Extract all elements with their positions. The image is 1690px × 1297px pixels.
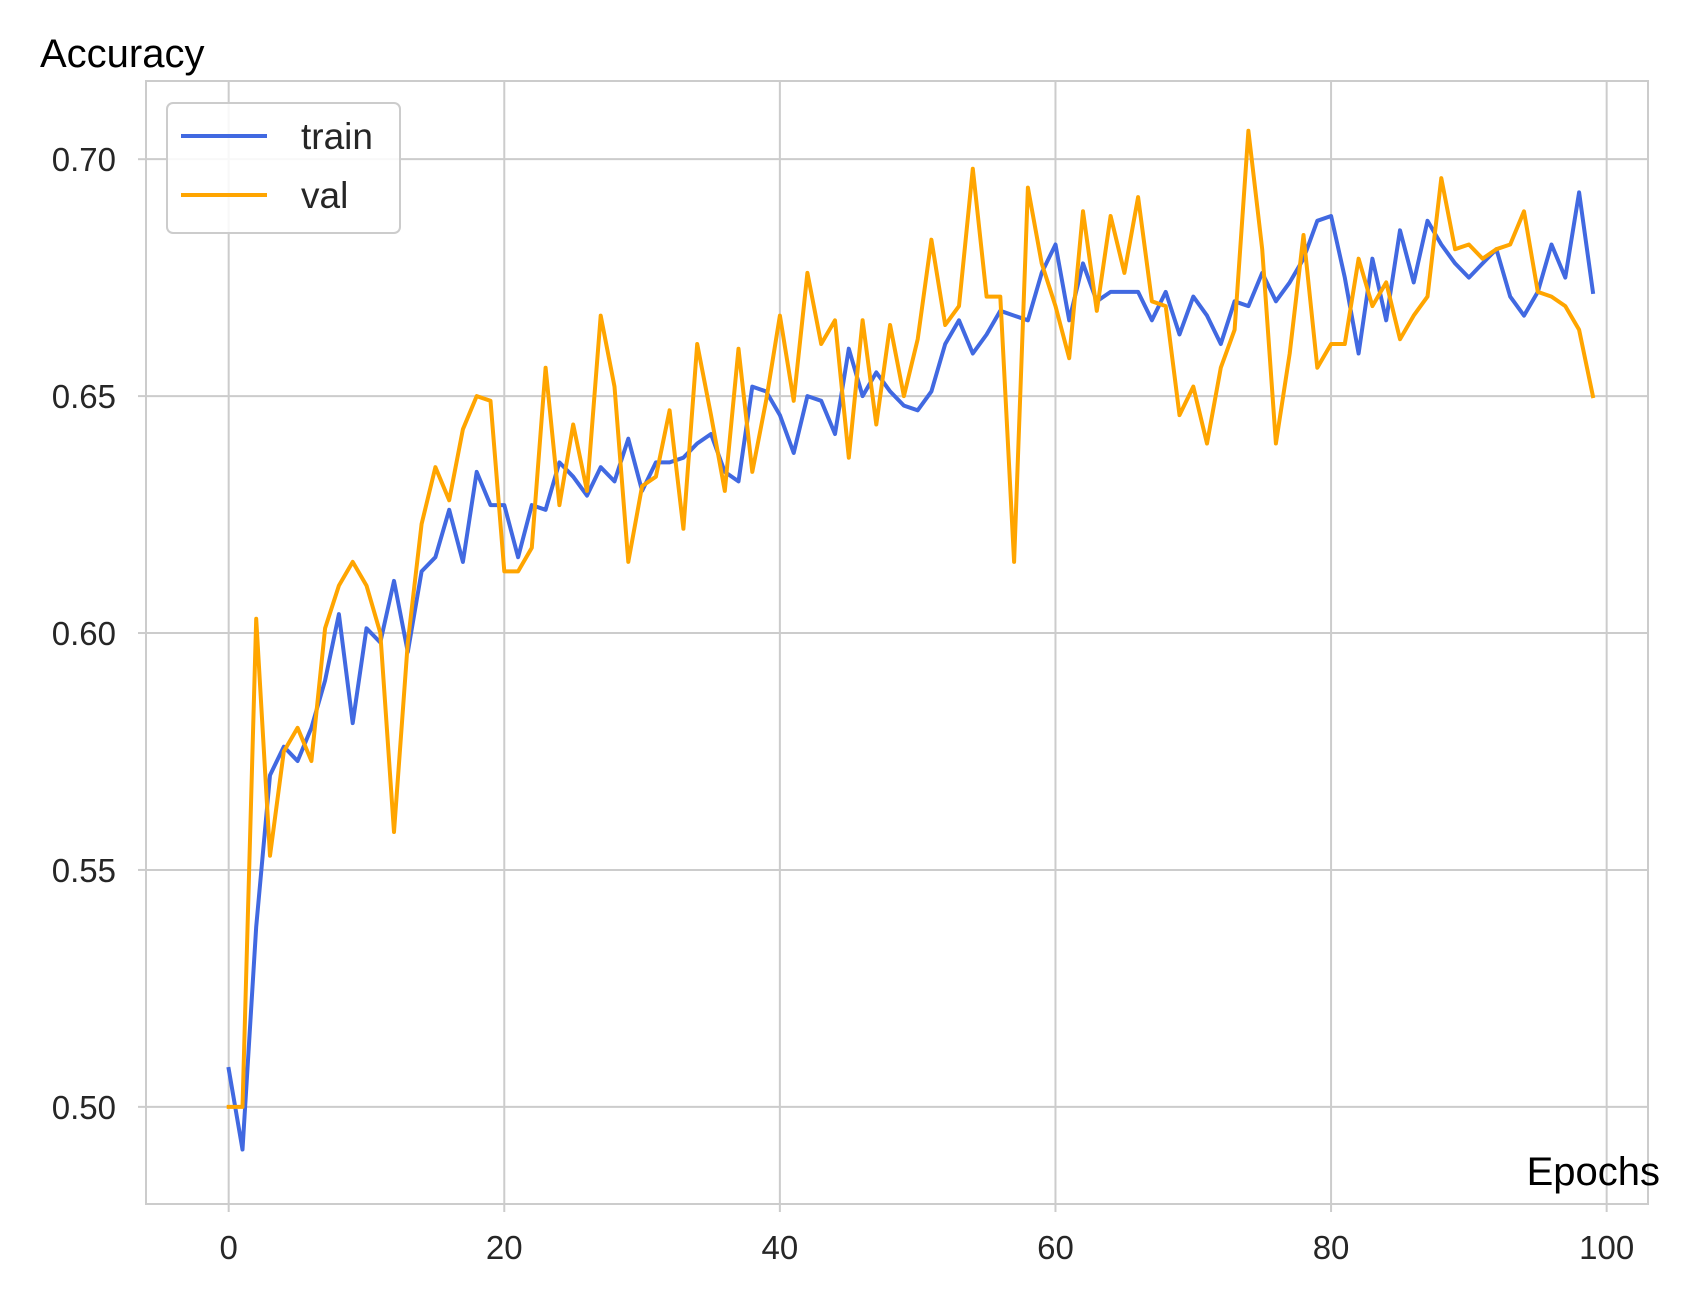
series-line-val bbox=[226, 128, 1596, 1109]
y-tick-label: 0.60 bbox=[52, 615, 116, 652]
legend-label-val: val bbox=[301, 175, 348, 216]
x-axis-ticks: 0 20 40 60 80 100 bbox=[219, 1204, 1634, 1266]
x-tick-label: 0 bbox=[219, 1229, 237, 1266]
x-axis-title: Epochs bbox=[1527, 1150, 1660, 1194]
y-axis-title: Accuracy bbox=[40, 32, 205, 76]
x-tick-label: 20 bbox=[486, 1229, 523, 1266]
x-tick-label: 100 bbox=[1579, 1229, 1634, 1266]
y-tick-label: 0.50 bbox=[52, 1089, 116, 1126]
plot-area-frame bbox=[145, 80, 1649, 1205]
y-tick-label: 0.70 bbox=[52, 141, 116, 178]
x-tick-label: 40 bbox=[762, 1229, 799, 1266]
y-tick-label: 0.55 bbox=[52, 852, 116, 889]
y-tick-label: 0.65 bbox=[52, 378, 116, 415]
legend-label-train: train bbox=[301, 116, 373, 157]
x-tick-label: 60 bbox=[1037, 1229, 1074, 1266]
series-layer bbox=[226, 128, 1596, 1152]
x-tick-label: 80 bbox=[1313, 1229, 1350, 1266]
series-line-train bbox=[226, 190, 1596, 1152]
y-axis-ticks: 0.50 0.55 0.60 0.65 0.70 bbox=[52, 141, 146, 1126]
legend: train val bbox=[166, 102, 401, 234]
